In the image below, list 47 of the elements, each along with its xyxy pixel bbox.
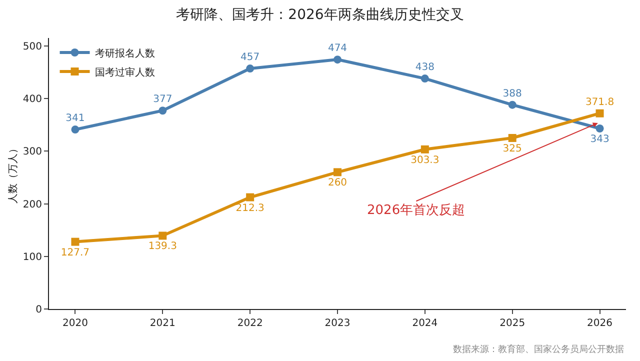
point [420, 145, 429, 154]
data-label: 377 [153, 94, 172, 106]
y-tick-label: 500 [22, 41, 42, 52]
point [246, 193, 254, 202]
legend-label: 考研报名人数 [94, 47, 155, 60]
point [71, 238, 80, 246]
data-label: 139.3 [148, 241, 177, 252]
data-label: 127.7 [60, 247, 90, 258]
point [420, 74, 429, 83]
point [246, 64, 254, 73]
source-note: 数据来源：教育部、国家公务员局公开数据 [453, 344, 624, 355]
annotation: 2026年首次反超 [367, 203, 466, 218]
y-tick-label: 0 [36, 304, 42, 316]
point [334, 168, 342, 176]
data-label: 341 [66, 113, 85, 124]
point [158, 106, 167, 115]
data-label: 371.8 [585, 96, 614, 108]
x-tick-label: 2024 [412, 318, 438, 329]
x-tick-label: 2026 [587, 318, 612, 329]
point [334, 56, 342, 64]
point [71, 126, 80, 134]
chart-title: 考研降、国考升：2026年两条曲线历史性交叉 [176, 6, 464, 23]
x-tick-label: 2023 [324, 318, 350, 329]
legend-label: 国考过审人数 [94, 66, 155, 78]
data-label: 388 [502, 88, 522, 100]
point [508, 134, 516, 142]
point [596, 109, 604, 118]
x-tick-label: 2021 [150, 318, 176, 329]
data-label: 438 [415, 62, 434, 74]
point [158, 232, 167, 240]
data-label: 474 [328, 43, 348, 54]
x-tick-label: 2022 [237, 318, 263, 329]
data-label: 303.3 [410, 154, 440, 166]
y-tick-label: 100 [22, 252, 42, 263]
y-tick-label: 200 [22, 199, 42, 210]
data-label: 212.3 [236, 202, 264, 214]
y-tick-label: 300 [22, 146, 42, 158]
data-label: 325 [502, 143, 522, 154]
x-tick-label: 2025 [500, 318, 526, 329]
x-tick-label: 2020 [62, 318, 88, 329]
point [508, 100, 516, 109]
y-axis-title: 人数（万人） [8, 144, 19, 204]
data-label: 457 [240, 52, 260, 64]
point [596, 124, 604, 133]
data-label: 343 [590, 134, 610, 146]
y-tick-label: 400 [22, 94, 42, 106]
data-label: 260 [328, 178, 348, 189]
